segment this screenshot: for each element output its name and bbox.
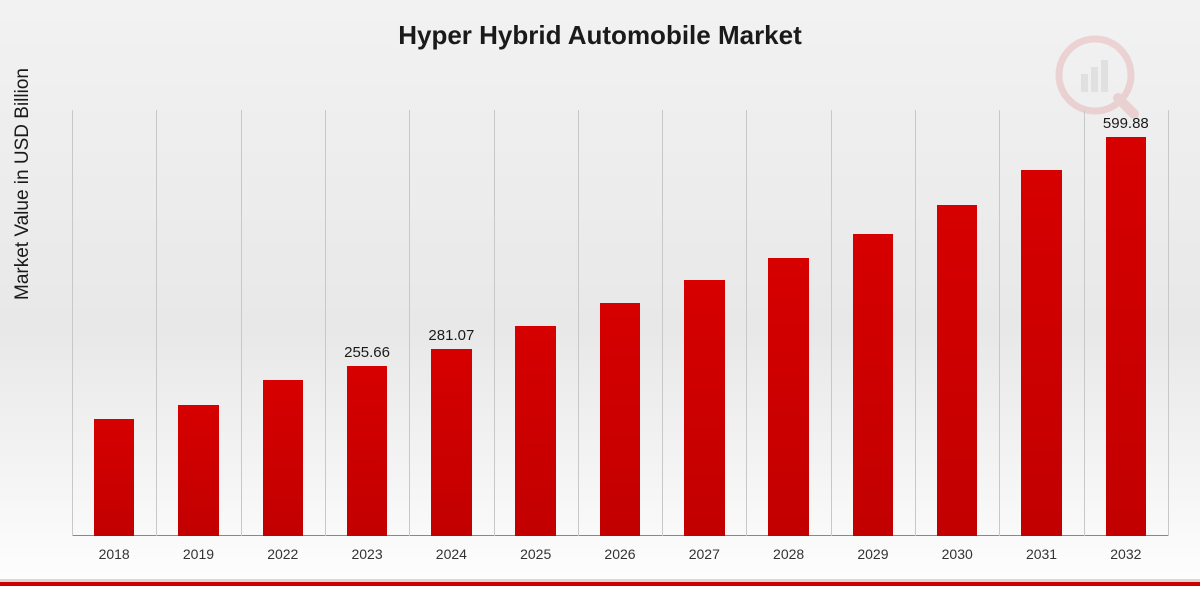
gridline xyxy=(325,110,326,536)
x-tick-label: 2026 xyxy=(585,546,655,562)
gridline xyxy=(241,110,242,536)
gridline xyxy=(831,110,832,536)
gridline xyxy=(72,110,73,536)
x-tick-label: 2029 xyxy=(838,546,908,562)
x-tick-label: 2023 xyxy=(332,546,402,562)
bar xyxy=(347,366,387,536)
gridline xyxy=(1168,110,1169,536)
x-tick-label: 2031 xyxy=(1007,546,1077,562)
bar xyxy=(684,280,724,536)
bar xyxy=(94,419,134,536)
bar-value-label: 255.66 xyxy=(344,344,390,361)
bar xyxy=(768,258,808,536)
x-tick-label: 2024 xyxy=(416,546,486,562)
chart-container: Hyper Hybrid Automobile Market Market Va… xyxy=(0,0,1200,600)
x-tick-label: 2028 xyxy=(754,546,824,562)
x-tick-label: 2030 xyxy=(922,546,992,562)
y-axis-label: Market Value in USD Billion xyxy=(12,68,34,300)
bar xyxy=(1106,137,1146,536)
gridline xyxy=(409,110,410,536)
plot-area xyxy=(72,110,1168,536)
x-tick-label: 2022 xyxy=(248,546,318,562)
bar xyxy=(515,326,555,536)
bar xyxy=(431,349,471,536)
bar-value-label: 599.88 xyxy=(1103,115,1149,132)
x-tick-label: 2025 xyxy=(501,546,571,562)
bar xyxy=(1021,170,1061,536)
gridline xyxy=(156,110,157,536)
gridline xyxy=(746,110,747,536)
footer-stripe-white xyxy=(0,586,1200,600)
bar xyxy=(600,303,640,536)
x-tick-label: 2032 xyxy=(1091,546,1161,562)
chart-title: Hyper Hybrid Automobile Market xyxy=(0,20,1200,51)
gridline xyxy=(494,110,495,536)
bar xyxy=(263,380,303,536)
bar xyxy=(853,234,893,536)
x-tick-label: 2018 xyxy=(79,546,149,562)
gridline xyxy=(915,110,916,536)
gridline xyxy=(999,110,1000,536)
gridline xyxy=(1084,110,1085,536)
bar xyxy=(937,205,977,536)
x-tick-label: 2019 xyxy=(163,546,233,562)
bar xyxy=(178,405,218,536)
x-tick-label: 2027 xyxy=(669,546,739,562)
gridline xyxy=(578,110,579,536)
gridline xyxy=(662,110,663,536)
bar-value-label: 281.07 xyxy=(428,327,474,344)
